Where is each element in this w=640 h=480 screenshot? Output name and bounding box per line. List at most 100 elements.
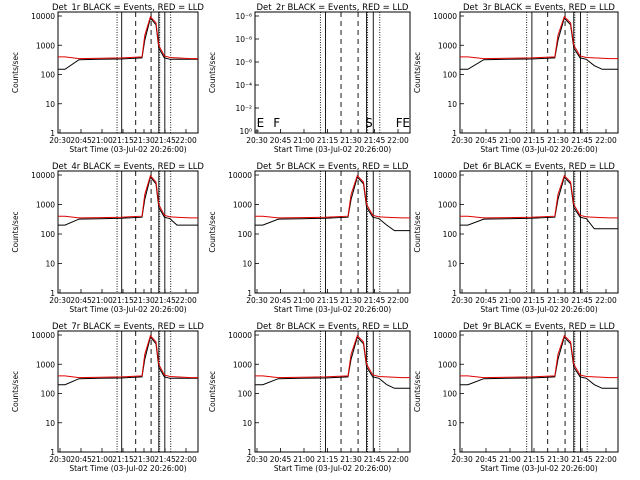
- series-line-events: [460, 176, 618, 230]
- x-tick-label: 21:15: [112, 296, 134, 305]
- chart-title: Det_1r BLACK = Events, RED = LLD: [52, 3, 204, 13]
- series-line-lld: [460, 15, 618, 60]
- y-tick-label: 10: [447, 419, 457, 428]
- x-tick-label: 21:45: [571, 455, 593, 464]
- y-axis-label: Counts/sec: [413, 371, 422, 412]
- y-tick-label: 10: [45, 419, 55, 428]
- plot-frame: [57, 330, 199, 453]
- x-tick-label: 21:15: [112, 136, 134, 145]
- series-line-lld: [58, 15, 198, 60]
- plot-frame: [459, 330, 619, 453]
- x-tick-label: 21:30: [547, 455, 569, 464]
- y-tick-label: 100: [443, 390, 458, 399]
- plot-frame: [57, 11, 199, 134]
- chart-title: Det_7r BLACK = Events, RED = LLD: [52, 322, 204, 332]
- y-tick-label: 10: [242, 419, 252, 428]
- x-tick-label: 21:15: [317, 455, 339, 464]
- x-tick-label: 22:00: [387, 136, 409, 145]
- x-tick-label: 21:15: [317, 136, 339, 145]
- x-tick-label: 21:30: [133, 296, 155, 305]
- x-tick-label: 20:45: [70, 296, 92, 305]
- series-line-events: [58, 17, 198, 70]
- y-tick-label: 10⁻⁶: [235, 12, 252, 21]
- x-tick-label: 21:30: [133, 455, 155, 464]
- x-tick-label: 20:30: [49, 296, 71, 305]
- x-tick-label: 20:30: [246, 296, 268, 305]
- y-axis-label: Counts/sec: [11, 211, 20, 252]
- x-tick-label: 21:45: [154, 455, 176, 464]
- series-line-events: [460, 17, 618, 70]
- chart-title: Det_6r BLACK = Events, RED = LLD: [463, 162, 615, 172]
- y-tick-label: 10000: [31, 331, 55, 340]
- chart-panel-7: Det_7r BLACK = Events, RED = LLD 20:30 20:…: [11, 322, 204, 473]
- x-tick-label: 20:45: [475, 296, 497, 305]
- y-axis-label: Counts/sec: [413, 211, 422, 252]
- x-tick-label: 22:00: [175, 455, 197, 464]
- x-tick-label: 21:30: [340, 136, 362, 145]
- plot-frame: [57, 170, 199, 294]
- x-axis-label: Start Time (03-Jul-02 20:26:00): [69, 305, 186, 314]
- y-axis-label: Counts/sec: [208, 52, 217, 93]
- x-tick-label: 21:45: [571, 136, 593, 145]
- y-tick-label: 10000: [31, 171, 55, 180]
- x-tick-label: 22:00: [387, 455, 409, 464]
- x-tick-label: 22:00: [387, 296, 409, 305]
- x-tick-label: 20:30: [49, 455, 71, 464]
- x-axis-label: Start Time (03-Jul-02 20:26:00): [274, 464, 391, 473]
- x-tick-label: 22:00: [595, 296, 617, 305]
- chart-panel-5: Det_5r BLACK = Events, RED = LLD 20:30 20:…: [208, 162, 411, 314]
- y-tick-label: 1: [247, 289, 252, 298]
- x-tick-label: 20:45: [270, 455, 292, 464]
- x-tick-label: 21:15: [523, 455, 545, 464]
- x-axis-label: Start Time (03-Jul-02 20:26:00): [480, 305, 597, 314]
- y-tick-label: 1: [247, 448, 252, 457]
- y-tick-label: 10⁻²: [235, 104, 252, 113]
- y-tick-label: 10000: [31, 12, 55, 21]
- y-tick-label: 10000: [228, 171, 252, 180]
- y-axis-label: Counts/sec: [208, 371, 217, 412]
- x-tick-label: 21:00: [499, 136, 521, 145]
- x-tick-label: 21:45: [364, 455, 386, 464]
- x-tick-label: 21:30: [547, 296, 569, 305]
- event-flag-label: E: [257, 116, 265, 130]
- x-tick-label: 21:00: [91, 136, 113, 145]
- y-axis-label: Counts/sec: [208, 211, 217, 252]
- x-tick-label: 21:00: [91, 455, 113, 464]
- chart-title: Det_9r BLACK = Events, RED = LLD: [463, 322, 615, 332]
- x-tick-label: 22:00: [175, 296, 197, 305]
- x-tick-label: 21:00: [293, 455, 315, 464]
- y-tick-label: 1: [50, 289, 55, 298]
- chart-panel-3: Det_3r BLACK = Events, RED = LLD 20:30 20:…: [413, 3, 619, 154]
- x-tick-label: 21:15: [112, 455, 134, 464]
- y-tick-label: 10⁻⁸: [235, 35, 252, 44]
- y-tick-label: 10000: [433, 12, 457, 21]
- y-tick-label: 10000: [228, 331, 252, 340]
- series-line-events: [255, 176, 410, 232]
- y-tick-label: 10: [447, 100, 457, 109]
- y-tick-label: 1000: [438, 360, 457, 369]
- x-tick-label: 21:00: [499, 455, 521, 464]
- y-axis-label: Counts/sec: [413, 52, 422, 93]
- y-tick-label: 10⁰: [239, 127, 252, 136]
- chart-panel-9: Det_9r BLACK = Events, RED = LLD 20:30 20:…: [413, 322, 619, 473]
- x-tick-label: 21:00: [293, 296, 315, 305]
- x-tick-label: 20:45: [270, 136, 292, 145]
- x-tick-label: 21:00: [91, 296, 113, 305]
- event-flag-label: E: [402, 116, 410, 130]
- chart-title: Det_5r BLACK = Events, RED = LLD: [257, 162, 409, 172]
- chart-title: Det_4r BLACK = Events, RED = LLD: [52, 162, 204, 172]
- x-tick-label: 21:30: [547, 136, 569, 145]
- series-line-lld: [255, 334, 410, 379]
- series-line-events: [58, 176, 198, 226]
- x-tick-label: 20:45: [475, 455, 497, 464]
- x-tick-label: 21:15: [523, 136, 545, 145]
- y-tick-label: 100: [443, 71, 458, 80]
- x-axis-label: Start Time (03-Jul-02 20:26:00): [480, 464, 597, 473]
- y-tick-label: 10: [45, 260, 55, 269]
- chart-panel-1: Det_1r BLACK = Events, RED = LLD 20:30 20:…: [11, 3, 204, 154]
- x-tick-label: 21:00: [293, 136, 315, 145]
- y-tick-label: 1000: [233, 201, 252, 210]
- event-flag-label: S: [365, 116, 373, 130]
- series-line-lld: [460, 174, 618, 219]
- y-tick-label: 10: [242, 260, 252, 269]
